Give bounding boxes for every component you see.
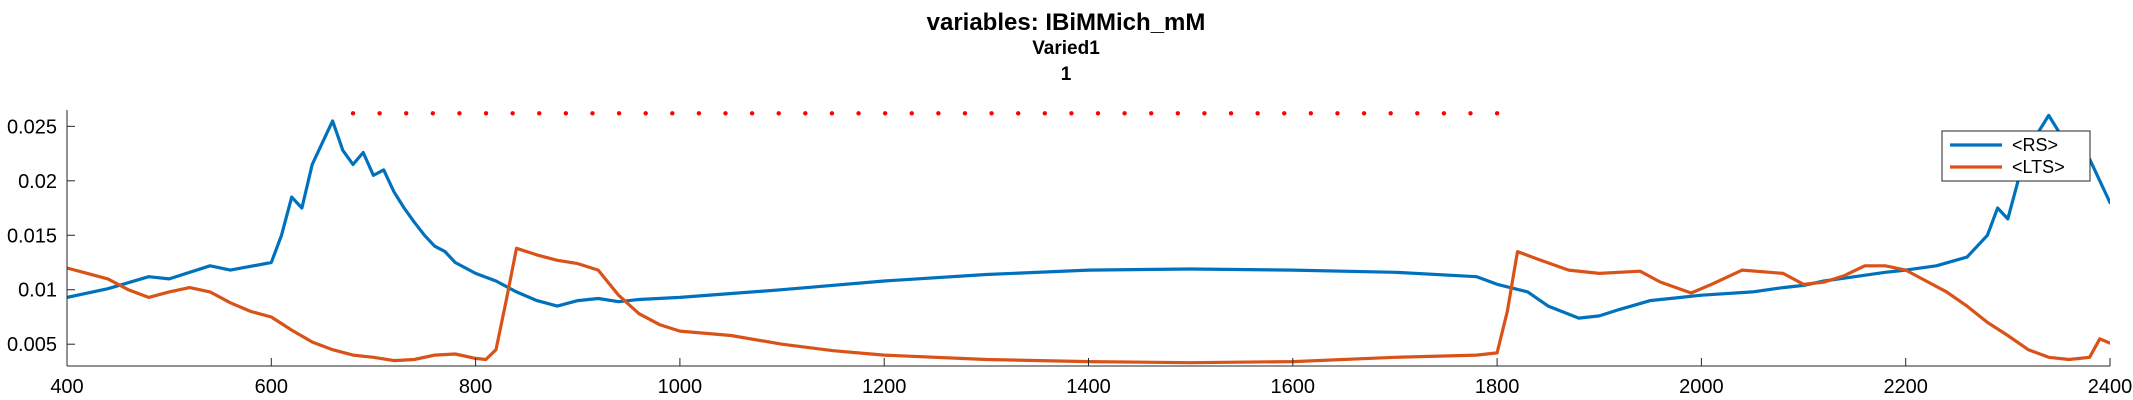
x-tick-label: 2400 [2088,376,2133,398]
legend-label-rs: <RS> [2012,135,2058,155]
x-tick-label: 1600 [1271,376,1316,398]
series-marker2-point [1228,111,1234,116]
y-tick-label: 0.015 [7,225,57,247]
series-marker2-point [483,111,489,116]
series-marker2-point [776,111,781,116]
series-lts-line [67,246,2110,365]
y-tick-label: 0.02 [18,171,57,193]
axes: 400 600 800 1000 1200 1400 1600 1800 2000 2200 240… [7,110,2132,398]
series-marker2-point [1175,111,1181,116]
series-marker2-point [1095,111,1101,116]
series-marker2-point [1149,111,1154,116]
series-marker2-point [563,111,569,116]
chart-title-line-3: 1 [1061,64,1072,85]
series-marker2-point [1494,111,1500,116]
series-marker2-point [1255,111,1260,116]
series-marker2-point [377,111,382,116]
series-marker2-point [1335,111,1340,116]
series-marker2-point [989,111,994,116]
legend: <RS><LTS> [1941,130,2091,182]
series-marker2-point [1282,111,1287,116]
series-marker2-point [829,111,835,116]
series-marker2-point [1468,111,1473,116]
x-tick-label: 1200 [862,376,907,398]
series-marker2-point [1202,111,1207,116]
x-tick-label: 2200 [1883,376,1928,398]
series-marker2-point [430,111,436,116]
series-marker2-point [1361,111,1367,116]
series-marker2-point [749,111,755,116]
chart-title-line-1: variables: IBiMMich_mM [927,9,1206,36]
series-marker2-point [1042,111,1047,116]
series-marker2-point [803,111,808,116]
series-marker2-point [1122,111,1127,116]
series-marker2-dots [350,111,1500,116]
series-marker2-point [882,111,888,116]
series-marker2-point [404,111,409,116]
x-tick-label: 1400 [1066,376,1111,398]
series-marker2-point [537,111,542,116]
series-marker2-point [856,111,861,116]
series-marker2-point [457,111,462,116]
series-marker2-point [1388,111,1393,116]
series-marker2-point [909,111,914,116]
x-tick-label: 1000 [658,376,703,398]
x-tick-label: 2000 [1679,376,1724,398]
series-marker2-point [510,111,515,116]
series-marker2-point [936,111,941,116]
series-marker2-point [696,111,702,116]
y-tick-label: 0.005 [7,334,57,356]
series-marker2-point [962,111,968,116]
legend-box [1941,130,2091,182]
chart-title-line-2: Varied1 [1032,38,1100,59]
series-marker2-point [1415,111,1420,116]
series-marker2-point [1441,111,1447,116]
chart-title: variables: IBiMMich_mM Varied1 1 [927,9,1206,85]
series-rs-line [67,113,2110,320]
x-tick-label: 600 [255,376,288,398]
plot-area [67,111,2110,365]
series-marker2-point [670,111,675,116]
series-marker2-point [723,111,728,116]
series-marker2-point [1308,111,1314,116]
series-marker2-point [616,111,622,116]
x-tick-label: 400 [50,376,83,398]
y-tick-label: 0.025 [7,116,57,138]
legend-label-lts: <LTS> [2012,157,2065,177]
series-marker2-point [643,111,648,116]
series-marker2-point [590,111,595,116]
series-marker2-point [1069,111,1074,116]
series-marker2-point [350,111,356,116]
x-tick-label: 800 [459,376,492,398]
x-tick-label: 1800 [1475,376,1520,398]
y-tick-label: 0.01 [18,280,57,302]
series-marker2-point [1015,111,1021,116]
